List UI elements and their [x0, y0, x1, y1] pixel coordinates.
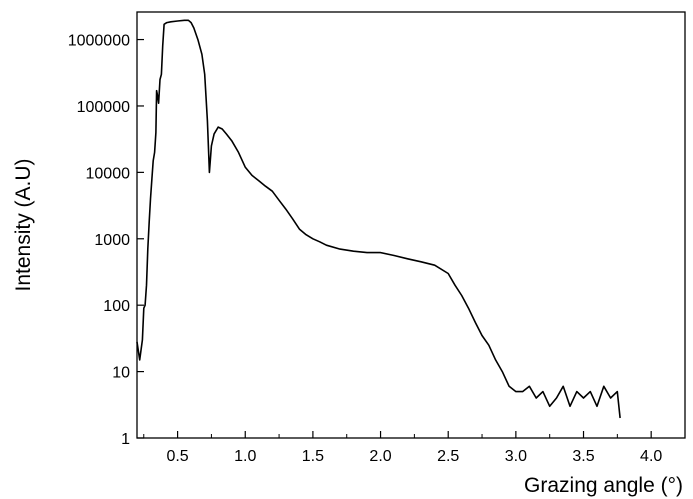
x-axis-title: Grazing angle (°): [524, 474, 683, 497]
x-tick-label: 4.0: [640, 448, 662, 465]
y-tick-label: 10000: [86, 165, 131, 182]
x-tick-label: 3.0: [505, 448, 527, 465]
x-tick-label: 2.5: [437, 448, 459, 465]
y-tick-label: 100: [103, 298, 130, 315]
x-axis-ticks: 0.5 1.0 1.5 2.0 2.5 3.0 3.5 4.0: [143, 431, 662, 465]
plot-area: [136, 11, 686, 439]
x-tick-label: 1.0: [234, 448, 256, 465]
x-tick-label: 3.5: [572, 448, 594, 465]
y-tick-label: 1000: [94, 232, 130, 249]
y-tick-label: 1: [121, 431, 130, 448]
intensity-series-line: [136, 19, 621, 419]
x-tick-label: 2.0: [369, 448, 391, 465]
y-tick-label: 10: [112, 365, 130, 382]
y-tick-label: 1000000: [68, 33, 130, 50]
y-axis-ticks: 1 10 100 1000 10000 100000 1000000: [68, 33, 144, 448]
y-tick-label: 100000: [77, 99, 130, 116]
plot-frame: [136, 11, 686, 439]
x-tick-label: 0.5: [166, 448, 188, 465]
x-tick-label: 1.5: [302, 448, 324, 465]
y-axis-title: Intensity (A.U): [12, 158, 35, 291]
